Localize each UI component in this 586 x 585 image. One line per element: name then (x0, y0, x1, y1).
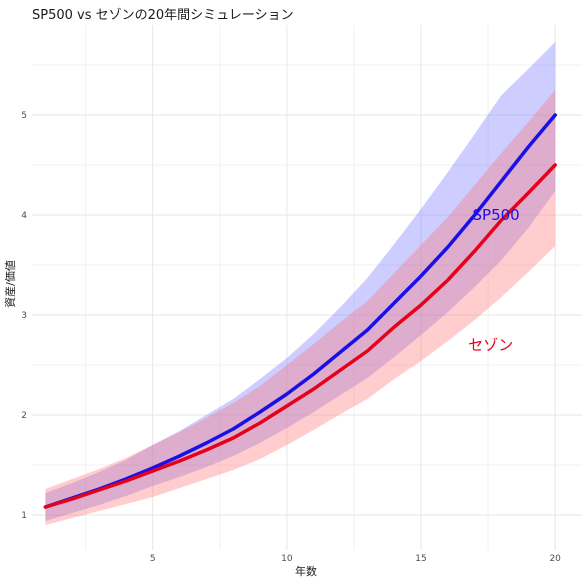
chart-title: SP500 vs セゾンの20年間シミュレーション (32, 8, 294, 23)
x-tick-label: 15 (415, 554, 426, 564)
confidence-band (45, 90, 556, 525)
y-tick-label: 4 (21, 211, 27, 221)
series-label: セゾン (468, 336, 513, 354)
x-tick-label: 5 (150, 554, 156, 564)
y-tick-label: 1 (21, 511, 27, 521)
y-tick-label: 2 (21, 411, 27, 421)
confidence-band (45, 42, 556, 521)
x-axis-title: 年数 (295, 564, 317, 578)
y-tick-label: 5 (21, 111, 27, 121)
x-tick-label: 10 (281, 554, 293, 564)
series-line (43, 113, 557, 509)
label-layer: SP500 セゾン (468, 206, 519, 354)
y-tick-label: 3 (21, 311, 27, 321)
line-layer (43, 113, 557, 509)
band-layer (45, 42, 556, 525)
tick-layer: 5 10 15 20 1 2 3 4 5 (21, 111, 561, 564)
series-line (43, 163, 557, 509)
x-tick-label: 20 (549, 554, 561, 564)
y-axis-title: 資産/価値 (4, 260, 17, 308)
series-label: SP500 (473, 206, 520, 224)
grid-layer (32, 25, 582, 550)
